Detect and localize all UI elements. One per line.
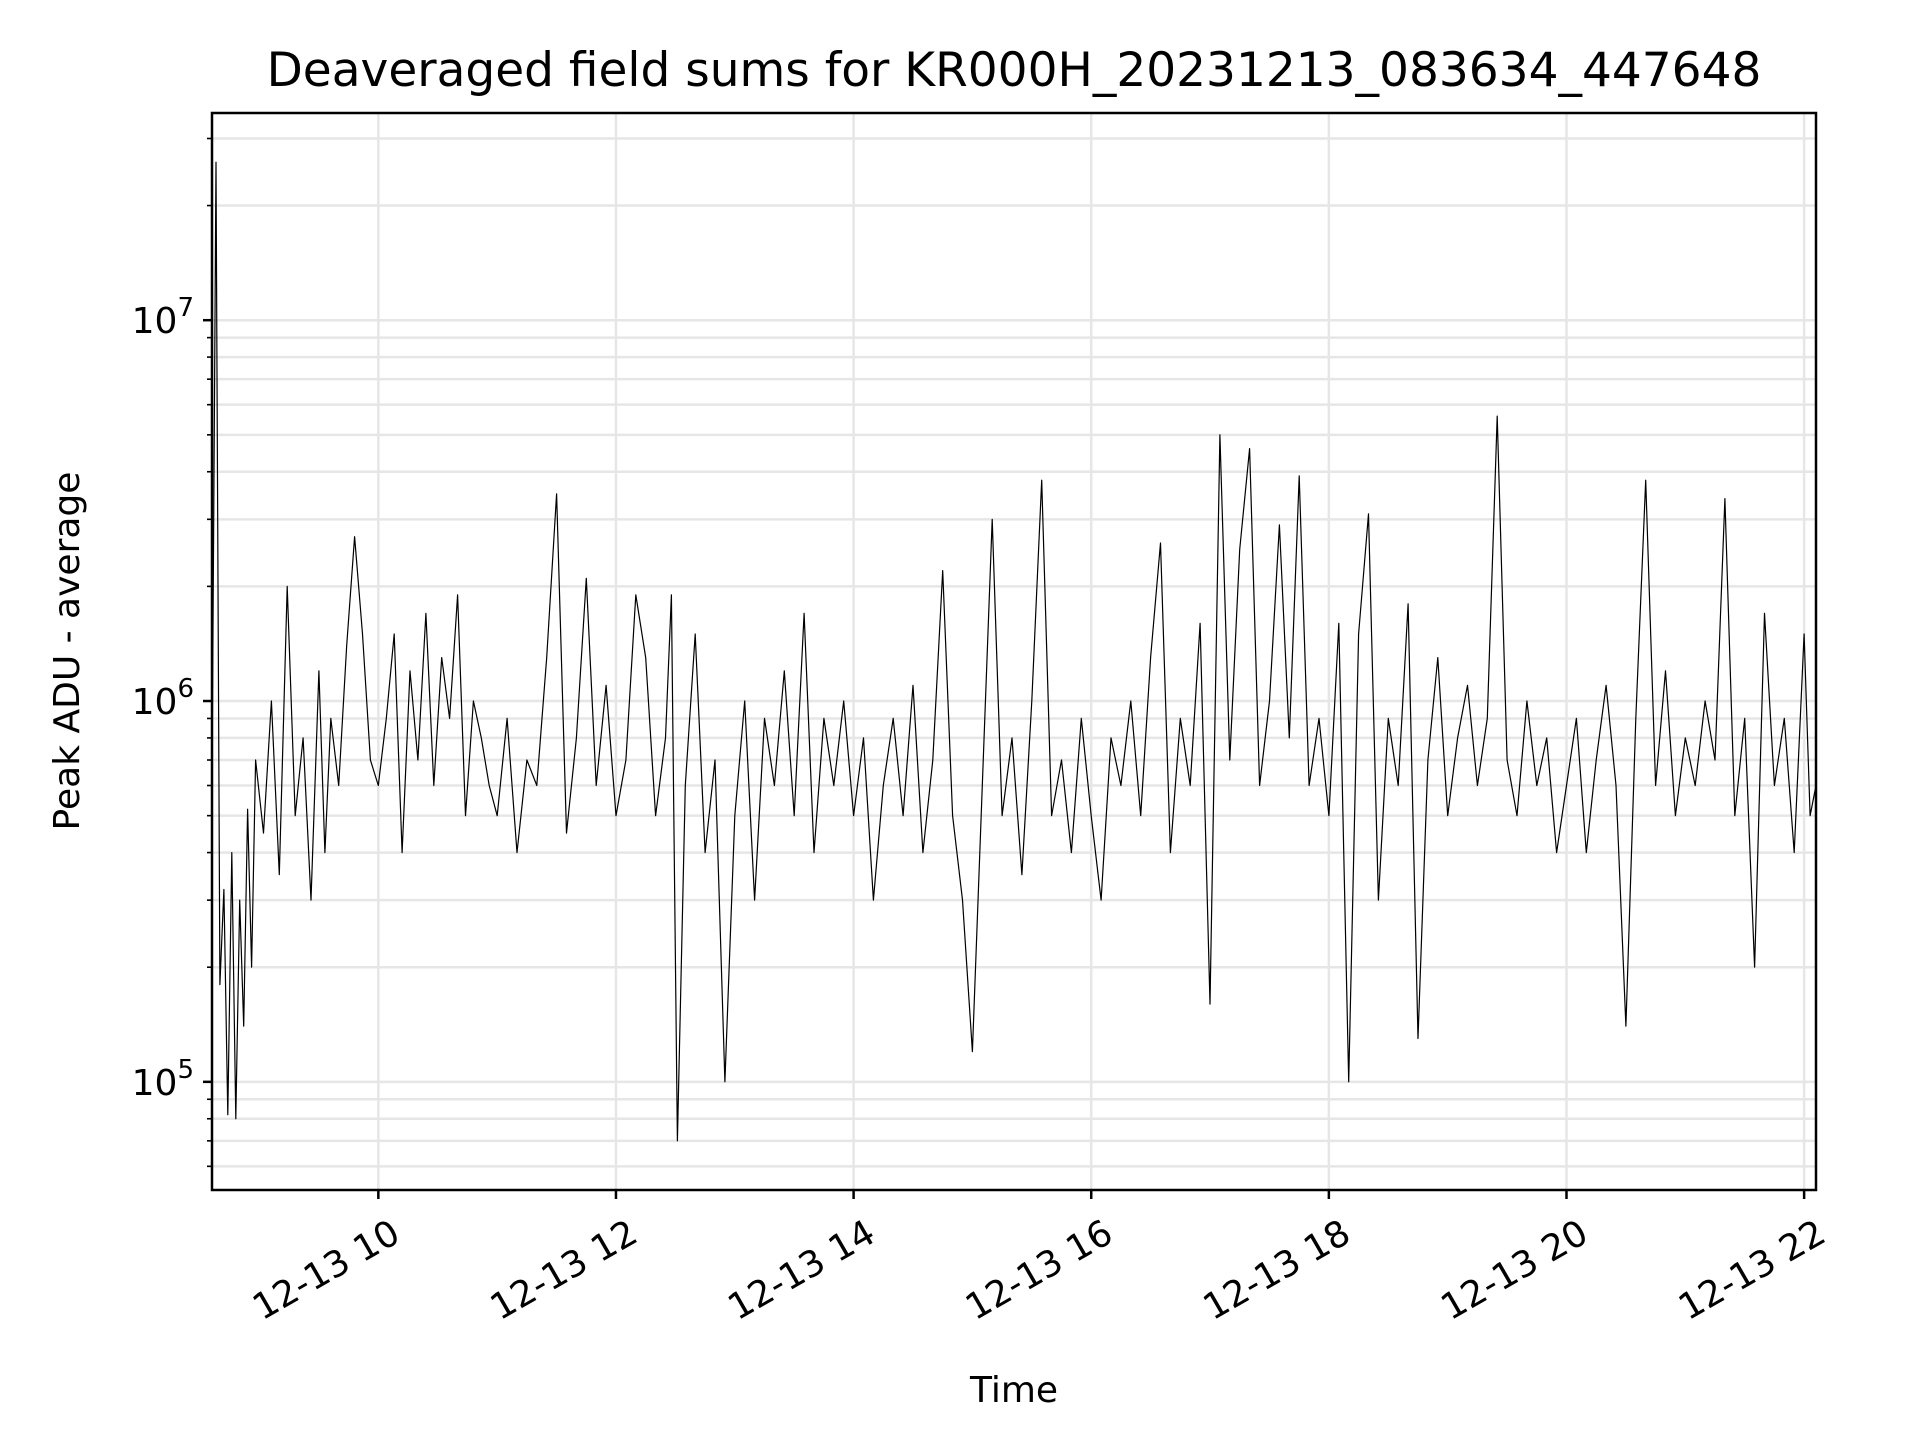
y-tick-label: 105 bbox=[132, 1055, 194, 1104]
plot-frame bbox=[210, 111, 1818, 1192]
y-tick-label: 107 bbox=[132, 293, 194, 342]
y-axis-label: Peak ADU - average bbox=[47, 472, 88, 831]
grid bbox=[212, 113, 1816, 1190]
x-axis-label: Time bbox=[969, 1370, 1058, 1411]
y-tick-label: 106 bbox=[132, 674, 194, 723]
series-group bbox=[211, 161, 1817, 1142]
data-series-line bbox=[211, 161, 1817, 1142]
chart-title: Deaveraged field sums for KR000H_2023121… bbox=[267, 43, 1762, 98]
